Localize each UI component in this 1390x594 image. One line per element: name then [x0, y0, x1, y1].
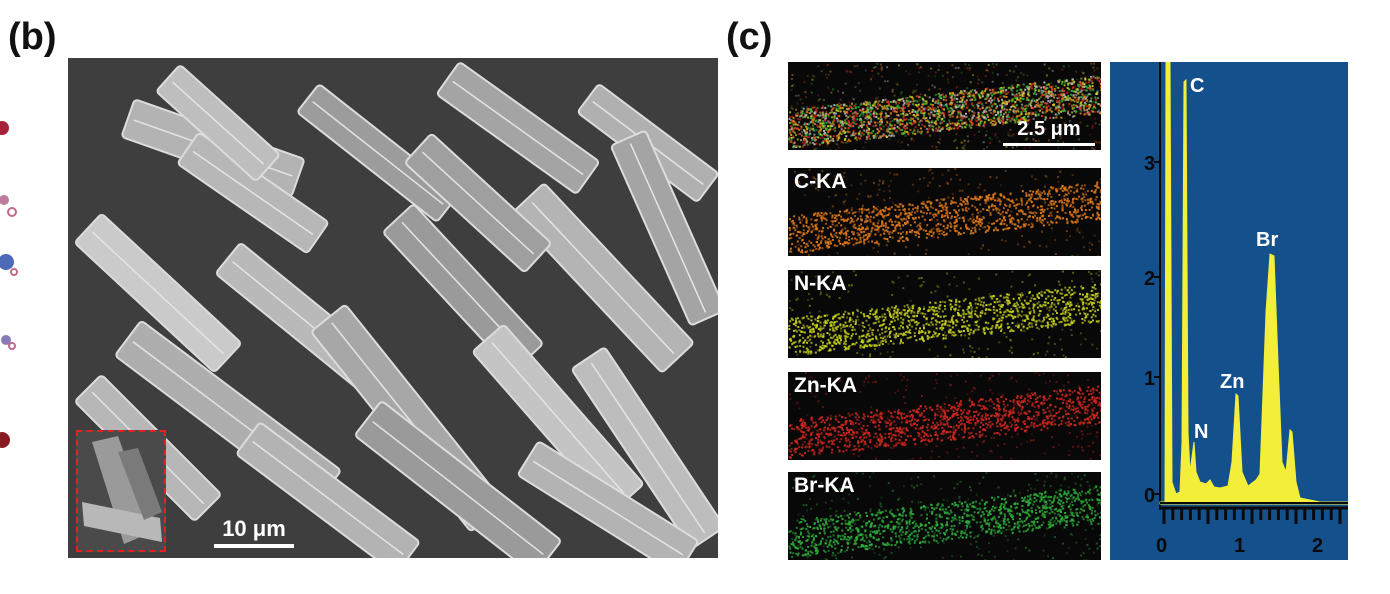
element-map-br-graphic	[788, 472, 1101, 560]
element-map-c-graphic	[788, 168, 1101, 256]
sem-rod	[571, 347, 718, 549]
panel-b-label: (b)	[8, 16, 57, 58]
sem-micrograph: 10 μm	[68, 58, 718, 558]
sem-scale-bar-line	[214, 544, 294, 548]
element-map-c: C-KA	[788, 168, 1101, 256]
eds-spectrum: 3 2 1 0 0 1 2 C N Zn Br	[1110, 62, 1348, 560]
sem-rod	[355, 401, 561, 558]
eds-spectrum-graphic: 3 2 1 0 0 1 2 C N Zn Br	[1144, 62, 1348, 557]
sem-rods-graphic	[75, 62, 718, 558]
sem-rod	[405, 133, 551, 273]
sem-rod	[610, 130, 718, 326]
sem-inset-highlight	[76, 430, 166, 552]
composite-scale-bar-label: 2.5 μm	[1017, 118, 1081, 140]
composite-map: 2.5 μm	[788, 62, 1101, 150]
eds-x-tick-0: 0	[1156, 535, 1167, 557]
element-map-n: N-KA	[788, 270, 1101, 358]
eds-x-tick-2: 2	[1312, 535, 1323, 557]
element-map-n-graphic	[788, 270, 1101, 358]
sem-rod	[512, 183, 694, 373]
element-map-zn: Zn-KA	[788, 372, 1101, 460]
sem-rod	[177, 132, 329, 254]
sem-rod	[75, 213, 241, 373]
eds-y-tick-0: 0	[1144, 485, 1155, 507]
sem-scale-bar-label: 10 μm	[222, 516, 286, 541]
eds-peak-c: C	[1190, 75, 1204, 97]
composite-map-graphic	[788, 62, 1101, 150]
eds-y-tick-3: 3	[1144, 153, 1155, 175]
composite-scale-bar-line	[1003, 143, 1095, 146]
eds-y-tick-2: 2	[1144, 268, 1155, 290]
element-map-zn-graphic	[788, 372, 1101, 460]
eds-spectrum-fill	[1159, 62, 1348, 505]
molecule-fragment-graphic	[0, 121, 18, 448]
element-map-br: Br-KA	[788, 472, 1101, 560]
element-map-c-label: C-KA	[794, 170, 847, 193]
element-map-n-label: N-KA	[794, 272, 847, 295]
sem-rod	[436, 62, 600, 194]
composite-scale-bar: 2.5 μm	[1003, 118, 1095, 146]
sem-scale-bar: 10 μm	[214, 516, 294, 548]
eds-x-tick-1: 1	[1234, 535, 1245, 557]
eds-y-tick-1: 1	[1144, 368, 1155, 390]
eds-peak-zn: Zn	[1220, 371, 1244, 393]
element-map-br-label: Br-KA	[794, 474, 855, 497]
eds-peak-n: N	[1194, 421, 1208, 443]
sem-rod	[156, 65, 280, 181]
sem-rod	[297, 84, 459, 222]
sem-rod	[517, 441, 699, 558]
eds-peak-br: Br	[1256, 229, 1278, 251]
panel-c-label: (c)	[726, 16, 773, 58]
element-map-zn-label: Zn-KA	[794, 374, 857, 397]
